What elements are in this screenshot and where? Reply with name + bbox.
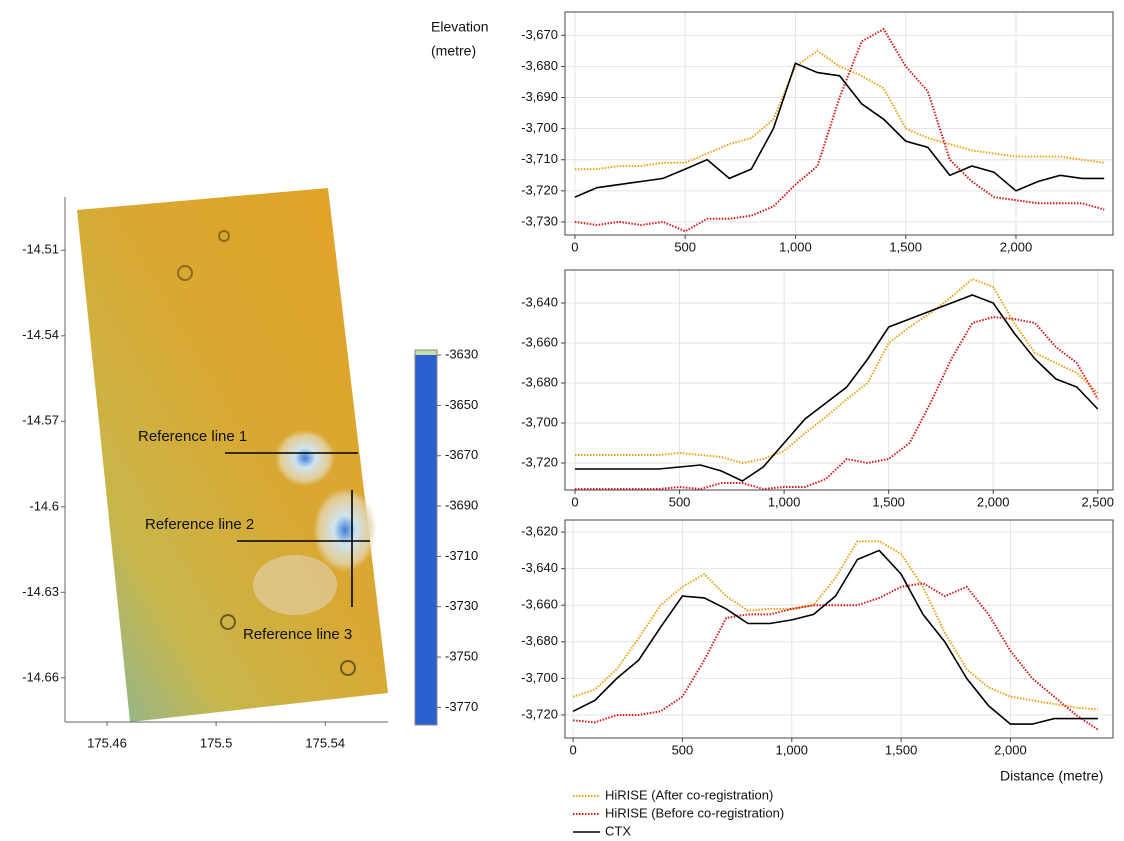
series-line <box>574 27 1105 233</box>
series-line <box>574 62 1105 198</box>
y-tick-label: -3,730 <box>521 213 558 228</box>
y-tick-label: -3,680 <box>521 633 558 648</box>
plot-frame <box>564 519 1114 739</box>
x-tick-label: 1,500 <box>872 494 905 509</box>
y-tick-label: -3,700 <box>521 120 558 135</box>
y-tick-label: -14.54 <box>22 327 59 342</box>
x-tick-label: 2,000 <box>994 742 1027 757</box>
y-axis-label: (metre) <box>431 43 476 59</box>
series-line <box>573 582 1099 731</box>
x-tick-label: 2,000 <box>1000 239 1033 254</box>
x-tick-label: 2,000 <box>977 494 1010 509</box>
reference-label: Reference line 1 <box>138 428 247 445</box>
y-tick-label: -3,660 <box>521 334 558 349</box>
series-line <box>574 49 1105 171</box>
crater <box>218 230 230 242</box>
colorbar-tick-label: -3650 <box>445 397 478 412</box>
x-tick-label: 500 <box>674 239 696 254</box>
y-tick-label: -14.51 <box>22 242 59 257</box>
x-axis-label: Distance (metre) <box>1000 768 1103 784</box>
series-line <box>575 294 1099 482</box>
series-line <box>572 540 1098 711</box>
y-tick-label: -3,720 <box>521 706 558 721</box>
y-tick-label: -14.66 <box>22 669 59 684</box>
x-tick-label: 2,500 <box>1081 494 1114 509</box>
x-tick-label: 1,500 <box>885 742 918 757</box>
x-tick-label: 1,000 <box>775 742 808 757</box>
colorbar-tick-label: -3690 <box>445 497 478 512</box>
plot-frame <box>564 269 1114 491</box>
reference-label: Reference line 2 <box>145 516 254 533</box>
colorbar-tick-label: -3710 <box>445 548 478 563</box>
y-tick-label: -3,710 <box>521 151 558 166</box>
y-tick-label: -3,700 <box>521 670 558 685</box>
x-tick-label: 175.5 <box>200 735 233 750</box>
y-axis-label: Elevation <box>431 19 489 35</box>
x-tick-label: 0 <box>569 742 576 757</box>
plot-frame <box>564 11 1114 236</box>
colorbar <box>414 349 438 726</box>
colorbar-tick-label: -3770 <box>445 699 478 714</box>
x-tick-label: 500 <box>669 494 691 509</box>
colorbar-tick-label: -3730 <box>445 598 478 613</box>
legend-label: CTX <box>605 823 631 838</box>
series-line <box>575 277 1099 465</box>
y-tick-label: -3,640 <box>521 294 558 309</box>
y-tick-label: -3,680 <box>521 58 558 73</box>
series-line <box>572 549 1098 725</box>
x-tick-label: 0 <box>571 239 578 254</box>
y-tick-label: -14.6 <box>29 498 59 513</box>
colorbar-tick-label: -3670 <box>445 447 478 462</box>
colorbar-tick-label: -3750 <box>445 648 478 663</box>
y-tick-label: -14.57 <box>22 413 59 428</box>
y-tick-label: -14.63 <box>22 584 59 599</box>
y-tick-label: -3,660 <box>521 597 558 612</box>
x-tick-label: 1,000 <box>779 239 812 254</box>
bright-region <box>313 488 377 572</box>
x-tick-label: 0 <box>571 494 578 509</box>
y-tick-label: -3,720 <box>521 454 558 469</box>
y-tick-label: -3,720 <box>521 182 558 197</box>
legend-label: HiRISE (After co-registration) <box>605 787 773 802</box>
reference-label: Reference line 3 <box>243 626 352 643</box>
y-tick-label: -3,670 <box>521 27 558 42</box>
series-line <box>575 315 1099 491</box>
y-tick-label: -3,640 <box>521 560 558 575</box>
x-tick-label: 1,000 <box>768 494 801 509</box>
y-tick-label: -3,690 <box>521 89 558 104</box>
dem-image <box>77 188 388 722</box>
bright-region <box>253 555 337 615</box>
legend-label: HiRISE (Before co-registration) <box>605 805 784 820</box>
crater <box>177 265 193 281</box>
x-tick-label: 1,500 <box>889 239 922 254</box>
y-tick-label: -3,700 <box>521 414 558 429</box>
x-tick-label: 175.54 <box>305 735 345 750</box>
x-tick-label: 175.46 <box>87 735 127 750</box>
x-tick-label: 500 <box>672 742 694 757</box>
bright-region <box>275 430 335 486</box>
crater <box>220 614 236 630</box>
y-tick-label: -3,680 <box>521 374 558 389</box>
crater <box>340 660 356 676</box>
colorbar-tick-label: -3630 <box>445 346 478 361</box>
y-tick-label: -3,620 <box>521 524 558 539</box>
